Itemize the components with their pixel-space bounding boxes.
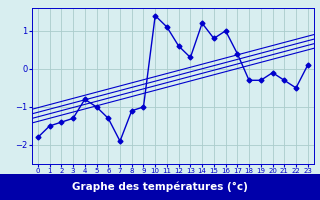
Text: Graphe des températures (°c): Graphe des températures (°c)	[72, 182, 248, 192]
